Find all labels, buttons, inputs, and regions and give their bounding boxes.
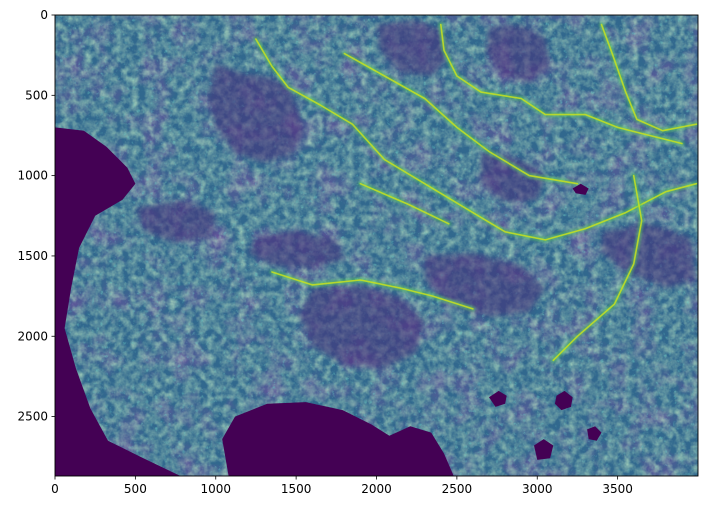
water-body-2 (572, 183, 589, 195)
x-tick-label-7: 3500 (602, 482, 633, 496)
ridge-core-3 (600, 23, 698, 132)
y-axis: 0 500 1000 1500 2000 2500 (17, 8, 55, 424)
ridge-core-6 (359, 182, 450, 225)
water-body-5 (534, 439, 554, 460)
high-value-ridges (253, 22, 698, 363)
low-region-5 (299, 284, 425, 369)
low-region-0 (207, 63, 305, 163)
x-tick-label-1: 500 (124, 482, 147, 496)
x-axis: 0 500 1000 1500 2000 2500 3000 3500 (51, 476, 633, 496)
x-tick-label-6: 3000 (522, 482, 553, 496)
water-bodies (55, 127, 602, 476)
water-body-3 (489, 390, 507, 407)
low-region-8 (135, 199, 216, 244)
water-body-4 (554, 390, 573, 411)
y-tick-label-1: 500 (25, 88, 48, 102)
x-tick-label-0: 0 (51, 482, 59, 496)
ridge-core-0 (255, 38, 698, 241)
image-area (55, 15, 698, 476)
y-tick-label-0: 0 (40, 8, 48, 22)
water-body-6 (587, 426, 602, 441)
ridge-core-1 (439, 23, 683, 145)
y-tick-label-3: 1500 (17, 249, 48, 263)
x-tick-label-3: 1500 (281, 482, 312, 496)
low-region-3 (481, 151, 546, 203)
water-body-0 (55, 127, 181, 476)
x-tick-label-2: 1000 (200, 482, 231, 496)
low-region-4 (247, 230, 345, 269)
y-tick-label-4: 2000 (17, 329, 48, 343)
ridge-core-5 (271, 271, 474, 310)
low-region-2 (485, 24, 551, 83)
low-region-7 (601, 223, 697, 289)
x-tick-label-4: 2000 (361, 482, 392, 496)
y-tick-label-2: 1000 (17, 169, 48, 183)
y-tick-label-5: 2500 (17, 410, 48, 424)
ridge-core-2 (343, 52, 579, 185)
ridge-core-4 (552, 174, 643, 362)
x-tick-label-5: 2500 (442, 482, 473, 496)
water-body-1 (222, 402, 454, 476)
low-region-1 (376, 19, 449, 76)
image-texture-speck (55, 15, 698, 476)
